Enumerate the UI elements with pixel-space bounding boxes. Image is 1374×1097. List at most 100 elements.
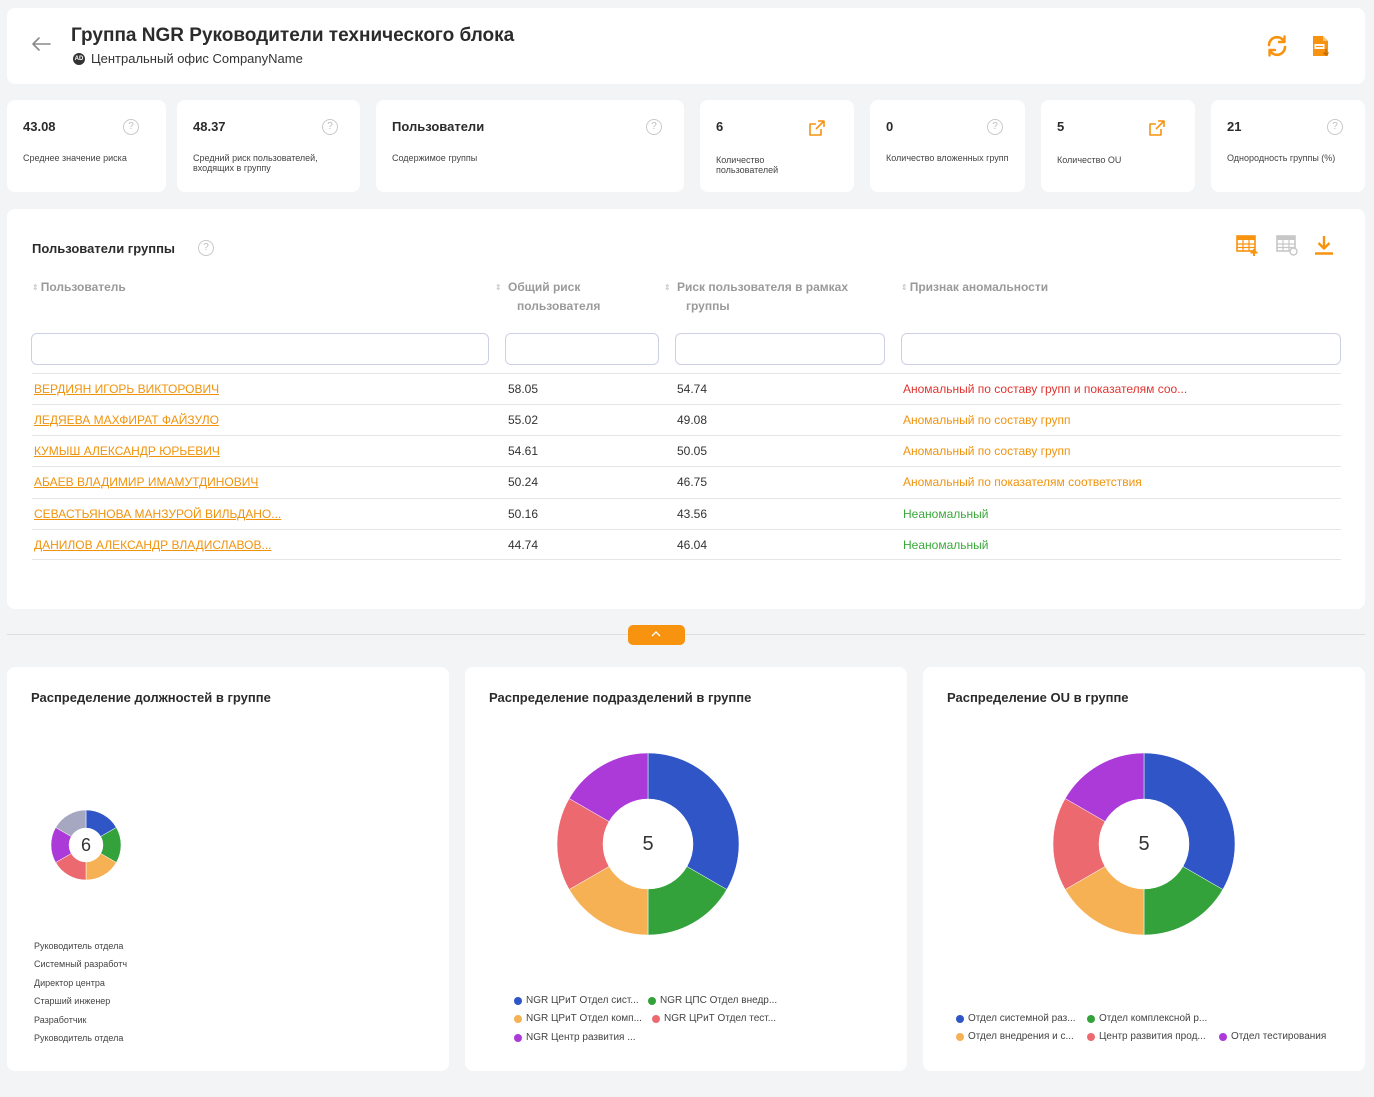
positions-chart-card: Распределение должностей в группе 6 Руко… (7, 667, 449, 1071)
departments-chart-card: Распределение подразделений в группе 5 N… (465, 667, 907, 1071)
pdf-export-icon[interactable] (1309, 34, 1333, 58)
page-title: Группа NGR Руководители технического бло… (71, 25, 515, 46)
total-risk-value: 50.24 (508, 475, 539, 489)
stat-card-group-content: Пользователи Содержимое группы ? (376, 100, 684, 192)
donut-slice[interactable] (647, 752, 740, 890)
filter-input-total-risk[interactable] (505, 333, 659, 365)
donut-center-count: 5 (642, 833, 653, 855)
legend-item: Старший инженер (34, 996, 111, 1007)
legend-item[interactable]: Отдел внедрения и с... (956, 1031, 1074, 1042)
legend-item[interactable]: NGR ЦРиТ Отдел сист... (514, 995, 639, 1006)
column-header-total-risk[interactable]: ⇕ Общий риск пользователя (495, 280, 601, 313)
donut-slice[interactable] (568, 752, 649, 822)
legend-dot (652, 1014, 660, 1023)
departments-donut-chart: 5 (556, 752, 740, 936)
stat-value: 43.08 (23, 119, 56, 134)
donut-slice[interactable] (1143, 752, 1236, 890)
help-icon[interactable]: ? (322, 119, 338, 135)
table-row: СЕВАСТЬЯНОВА МАНЗУРОЙ ВИЛЬДАНО... 50.16 … (32, 498, 1341, 529)
section-divider (7, 634, 1365, 635)
back-arrow-icon[interactable] (29, 32, 53, 56)
table-row: ЛЕДЯЕВА МАХФИРАТ ФАЙЗУЛО 55.02 49.08 Ано… (32, 404, 1341, 435)
total-risk-value: 58.05 (508, 382, 539, 396)
user-link[interactable]: КУМЫШ АЛЕКСАНДР ЮРЬЕВИЧ (34, 444, 220, 458)
legend-item[interactable]: Отдел тестирования (1219, 1031, 1326, 1042)
help-icon[interactable]: ? (123, 119, 139, 135)
table-row: ВЕРДИЯН ИГОРЬ ВИКТОРОВИЧ 58.05 54.74 Ано… (32, 373, 1341, 404)
column-header-group-risk[interactable]: ⇕ Риск пользователя в рамках группы (664, 280, 849, 313)
table-row: АБАЕВ ВЛАДИМИР ИМАМУТДИНОВИЧ 50.24 46.75… (32, 466, 1341, 497)
chart-title: Распределение подразделений в группе (489, 690, 752, 705)
legend-dot (514, 1014, 522, 1023)
stat-card-user-count: 6 Количество пользователей (700, 100, 854, 192)
stat-value: 21 (1227, 119, 1242, 134)
chart-title: Распределение должностей в группе (31, 690, 271, 705)
legend-item: Разработчик (34, 1014, 87, 1025)
legend-dot (514, 1033, 522, 1042)
anomaly-status: Аномальный по показателям соответствия (903, 475, 1142, 489)
user-link[interactable]: ЛЕДЯЕВА МАХФИРАТ ФАЙЗУЛО (34, 413, 219, 427)
legend-dot (648, 996, 656, 1005)
external-link-icon[interactable] (807, 118, 827, 138)
table-row: КУМЫШ АЛЕКСАНДР ЮРЬЕВИЧ 54.61 50.05 Аном… (32, 435, 1341, 466)
donut-slice[interactable] (55, 809, 87, 837)
help-icon[interactable]: ? (198, 240, 214, 256)
table-add-icon[interactable] (1235, 233, 1259, 257)
external-link-icon[interactable] (1147, 118, 1167, 138)
donut-slice[interactable] (1064, 752, 1145, 822)
column-header-anomaly[interactable]: ⇕ Признак аномальности (901, 278, 1201, 297)
legend-item[interactable]: NGR Центр развития ... (514, 1032, 636, 1043)
chevron-up-icon (651, 631, 661, 637)
user-link[interactable]: ВЕРДИЯН ИГОРЬ ВИКТОРОВИЧ (34, 382, 220, 396)
total-risk-value: 50.16 (508, 507, 539, 521)
legend-item[interactable]: NGR ЦРиТ Отдел комп... (514, 1013, 642, 1024)
help-icon[interactable]: ? (987, 119, 1003, 135)
legend-dot (1087, 1032, 1095, 1041)
anomaly-status: Аномальный по составу групп (903, 444, 1071, 458)
anomaly-status: Неаномальный (903, 507, 989, 521)
donut-center-count: 5 (1138, 833, 1149, 855)
table-settings-icon[interactable] (1275, 233, 1299, 257)
help-icon[interactable]: ? (1327, 119, 1343, 135)
legend-item[interactable]: Центр развития прод... (1087, 1031, 1206, 1042)
column-header-user[interactable]: ⇕ Пользователь (32, 278, 332, 297)
stat-card-homogeneity: 21 Однородность группы (%) ? (1211, 100, 1365, 192)
filter-input-user[interactable] (31, 333, 489, 365)
download-icon[interactable] (1312, 233, 1336, 257)
group-location: Центральный офис CompanyName (91, 51, 303, 66)
legend-item[interactable]: Отдел системной раз... (956, 1013, 1076, 1024)
ou-chart-card: Распределение OU в группе 5 Отдел систем… (923, 667, 1365, 1071)
legend-item[interactable]: Отдел комплексной р... (1087, 1013, 1207, 1024)
stat-value: 6 (716, 119, 724, 134)
stat-card-avg-user-risk: 48.37 Средний риск пользователей, входящ… (177, 100, 360, 192)
group-risk-value: 46.75 (677, 475, 708, 489)
legend-item[interactable]: NGR ЦРиТ Отдел тест... (652, 1013, 776, 1024)
sort-icon: ⇕ (32, 283, 39, 292)
stat-card-nested-groups: 0 Количество вложенных групп ? (870, 100, 1025, 192)
positions-legend: Руководитель отдела Системный разработч … (34, 939, 140, 1049)
donut-center-count: 6 (81, 835, 91, 855)
user-link[interactable]: АБАЕВ ВЛАДИМИР ИМАМУТДИНОВИЧ (34, 475, 259, 489)
page-header: Группа NGR Руководители технического бло… (7, 8, 1365, 84)
group-risk-value: 46.04 (677, 538, 708, 552)
positions-donut-chart: 6 (50, 809, 122, 881)
stat-label: Средний риск пользователей, входящих в г… (193, 153, 318, 173)
anomaly-status: Аномальный по составу групп (903, 413, 1071, 427)
stat-label: Содержимое группы (392, 153, 478, 163)
help-icon[interactable]: ? (646, 119, 662, 135)
stat-card-avg-risk: 43.08 Среднее значение риска ? (7, 100, 166, 192)
filter-input-group-risk[interactable] (675, 333, 885, 365)
stat-label: Однородность группы (%) (1227, 153, 1336, 163)
anomaly-status: Неаномальный (903, 538, 989, 552)
stat-label: Количество пользователей (716, 155, 779, 175)
group-risk-value: 54.74 (677, 382, 708, 396)
stat-value: 5 (1057, 119, 1065, 134)
table-row: ДАНИЛОВ АЛЕКСАНДР ВЛАДИСЛАВОВ... 44.74 4… (32, 529, 1341, 560)
collapse-button[interactable] (628, 625, 685, 645)
user-link[interactable]: ДАНИЛОВ АЛЕКСАНДР ВЛАДИСЛАВОВ... (34, 538, 272, 552)
user-link[interactable]: СЕВАСТЬЯНОВА МАНЗУРОЙ ВИЛЬДАНО... (34, 507, 282, 521)
refresh-icon[interactable] (1265, 34, 1289, 58)
sort-icon: ⇕ (901, 283, 908, 292)
legend-item[interactable]: NGR ЦПС Отдел внедр... (648, 995, 777, 1006)
filter-input-anomaly[interactable] (901, 333, 1341, 365)
